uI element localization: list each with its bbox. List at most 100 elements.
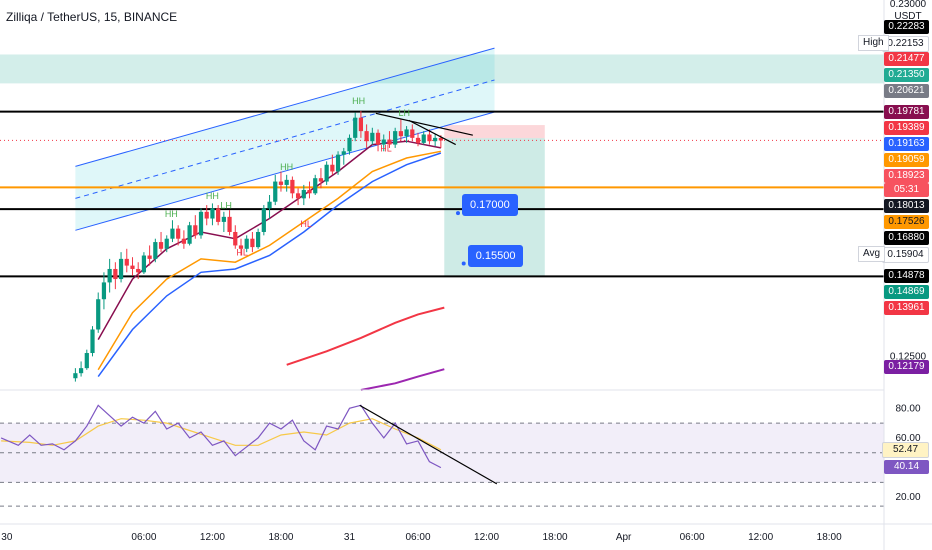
candle-body [398,131,403,137]
swing-label: HL [380,143,392,153]
price-label: 0.13961 [884,301,929,316]
symbol-title: Zilliqa / TetherUS, 15, BINANCE [6,10,178,24]
candle-body [238,245,244,249]
candle-body [204,211,209,219]
candle-body [227,216,232,232]
candle-body [176,228,181,239]
candle-body [78,368,84,374]
price-label: 0.19059 [884,152,929,167]
candle-body [415,137,421,143]
candle-body [170,228,175,239]
candle-body [358,117,364,132]
candle-body [393,131,398,145]
ema-mid-line [97,150,442,371]
swing-label: LH [220,200,232,210]
candle-body [193,225,198,236]
rsi-label: 52.47 [882,442,929,459]
channel-lower [75,111,495,231]
channel-upper [75,47,495,167]
target-dot [455,211,460,216]
candle-body [244,238,249,249]
time-tick: 18:00 [268,532,293,543]
time-tick: Apr [616,532,632,543]
candle-body [387,139,392,145]
candle-body [256,231,261,248]
candle-body [324,164,329,182]
candle-body [113,268,118,280]
candle-body [181,238,186,244]
time-tick: 12:00 [474,532,499,543]
candle-body [284,179,289,185]
candle-body [153,242,158,259]
price-tick-top: 0.23000 [890,0,927,10]
candle-body [158,242,164,249]
swing-label: HH [352,96,365,106]
rsi-label: 40.14 [884,460,929,475]
price-label: 0.19163 [884,136,929,151]
candle-body [250,238,255,248]
zone-0 [0,54,884,84]
axis-tag-high: High [858,35,889,52]
candle-body [96,299,101,330]
candle-body [198,211,204,236]
candle-body [278,181,284,185]
candle-body [307,189,312,194]
swing-label: HH [280,162,293,172]
time-tick: 06:00 [131,532,156,543]
candle-body [267,201,272,209]
candle-body [370,132,375,142]
price-label: 0.14869 [884,285,929,300]
rsi-trendline [359,404,498,485]
candle-body [216,208,221,222]
candle-body [290,179,295,194]
axis-tag-avg: Avg [858,245,886,262]
candle-body [347,137,352,152]
time-tick: 12:00 [748,532,773,543]
price-label: 0.16880 [884,230,929,245]
candle-body [381,139,386,145]
ema-500-line [360,368,445,391]
candle-body [101,282,107,300]
time-tick: 18:00 [543,532,568,543]
candle-body [141,255,147,273]
price-label: 0.22283 [884,20,929,35]
candle-body [221,216,226,222]
ema-long-line [97,152,442,378]
candle-body [353,117,358,138]
price-label: 0.21350 [884,68,929,83]
candle-body [427,134,432,142]
candle-body [73,373,78,379]
candle-body [261,208,266,232]
candle-body [330,164,335,172]
target-dot [461,261,466,266]
price-label: 0.12179 [884,360,929,375]
price-label: 0.15904 [882,246,929,263]
target-badge: 0.17000 [461,194,518,217]
swing-label: HH [206,191,219,201]
swing-label: LH [399,108,411,118]
candle-body [118,258,124,280]
candle-body [433,137,438,142]
time-tick: 06:00 [405,532,430,543]
candle-body [404,129,409,137]
candle-body [301,189,306,199]
price-label: 0.14878 [884,269,929,284]
candle-body [364,131,369,142]
candle-body [273,181,278,202]
trendline-1 [408,119,456,146]
candle-body [84,353,89,369]
candle-body [124,258,129,266]
candle-body [233,231,238,246]
candle-body [438,137,443,141]
candle-body [187,225,192,244]
candle-body [375,132,381,145]
price-label: 0.18013 [884,198,929,213]
currency-label: USDT [894,11,921,22]
candle-body [90,329,95,354]
swing-label: HH [165,209,178,219]
candle-body [147,255,152,259]
price-label: 0.19389 [884,120,929,135]
price-label: 0.17526 [884,214,929,229]
